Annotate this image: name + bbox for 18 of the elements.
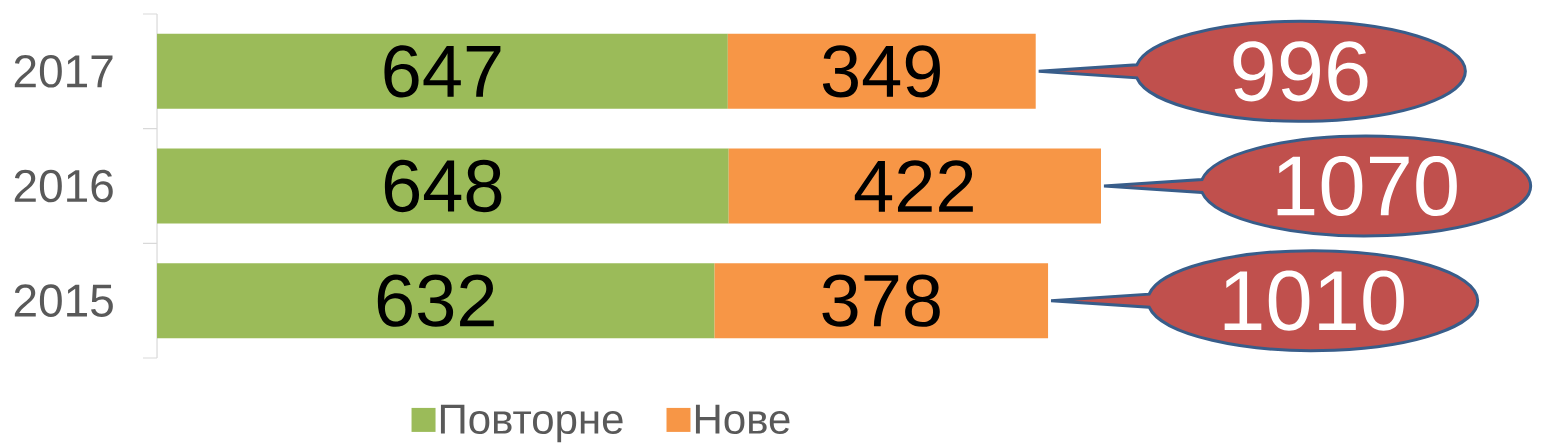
total-label: 1070 [1277,155,1457,217]
data-label: 349 [822,45,940,98]
y-tick-label: 2017 [14,55,113,88]
bar [157,148,729,224]
legend-label: Повторне [440,404,623,443]
data-label: 632 [377,274,494,327]
bar [728,148,1101,224]
data-label: 648 [384,159,502,213]
legend-label: Нове [695,404,790,435]
total-label: 1010 [1224,270,1404,331]
total-label: 996 [1233,41,1368,102]
y-tick-label: 2015 [14,284,113,317]
bar [157,263,715,339]
bar [157,33,728,109]
data-label: 378 [822,274,940,327]
data-label: 647 [384,45,501,98]
data-label: 422 [854,160,973,212]
y-tick-label: 2016 [14,169,113,203]
